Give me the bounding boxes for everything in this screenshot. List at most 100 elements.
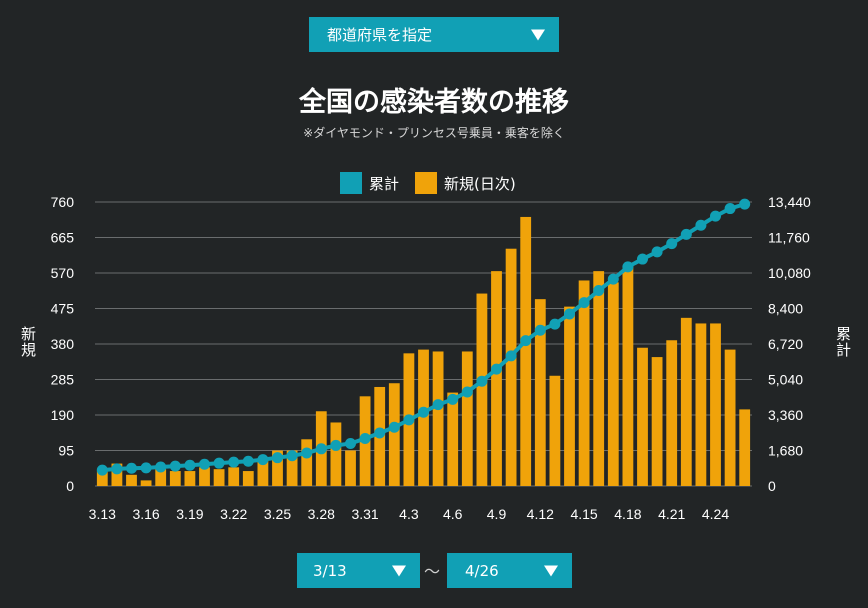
y-tick-left: 570	[51, 265, 75, 281]
daily-bar	[739, 409, 751, 486]
daily-bar	[184, 471, 196, 486]
cumulative-point	[476, 375, 488, 387]
cumulative-point	[330, 439, 342, 451]
cumulative-point	[374, 427, 386, 439]
daily-bar	[155, 469, 167, 486]
y-tick-left: 380	[51, 336, 75, 352]
cumulative-point	[359, 432, 371, 444]
cumulative-point	[315, 443, 327, 455]
y-tick-left: 285	[51, 372, 75, 388]
daily-bar	[461, 351, 473, 486]
y-tick-left: 760	[51, 194, 75, 210]
y-tick-left: 190	[51, 407, 75, 423]
daily-bar	[710, 323, 721, 486]
cumulative-point	[593, 285, 605, 297]
cumulative-point	[622, 261, 634, 273]
cumulative-point	[578, 297, 590, 309]
cumulative-point	[520, 335, 532, 347]
cumulative-point	[739, 198, 751, 210]
daily-bar	[96, 471, 108, 486]
date-from-select[interactable]: 3/13	[297, 553, 420, 588]
y-tick-left: 475	[51, 301, 75, 317]
daily-bar	[140, 480, 152, 486]
daily-bar	[286, 450, 298, 486]
dropdown-arrow-icon	[531, 29, 545, 40]
x-tick-label: 3.16	[132, 506, 159, 522]
cumulative-point	[126, 462, 137, 474]
daily-bar	[228, 467, 240, 486]
cumulative-point	[140, 462, 152, 474]
legend-item-cumulative[interactable]: 累計	[340, 172, 399, 194]
cumulative-point	[418, 406, 429, 418]
daily-bar	[330, 422, 342, 486]
legend-label-daily: 新規(日次)	[444, 174, 516, 193]
legend-swatch-cumulative	[340, 172, 362, 194]
cumulative-point	[695, 219, 707, 231]
cumulative-point	[286, 450, 298, 462]
daily-bar	[637, 347, 648, 486]
legend-item-daily[interactable]: 新規(日次)	[415, 172, 516, 194]
x-tick-label: 4.21	[658, 506, 685, 522]
prefecture-select[interactable]: 都道府県を指定	[309, 17, 559, 52]
x-tick-label: 4.9	[487, 506, 507, 522]
cumulative-point	[651, 246, 663, 258]
x-tick-label: 4.3	[399, 506, 419, 522]
y-tick-right: 0	[768, 478, 776, 494]
y-tick-right: 11,760	[768, 230, 810, 246]
daily-bar	[534, 299, 546, 486]
y-tick-left: 665	[51, 230, 75, 246]
cumulative-point	[169, 460, 181, 472]
daily-bar	[126, 474, 137, 486]
x-tick-label: 3.22	[220, 506, 247, 522]
cumulative-point	[257, 454, 269, 466]
x-tick-label: 4.12	[527, 506, 554, 522]
y-tick-right: 3,360	[768, 407, 803, 423]
cumulative-point	[345, 438, 356, 450]
daily-bar	[564, 306, 575, 486]
x-tick-label: 4.6	[443, 506, 463, 522]
daily-bar	[257, 457, 269, 486]
y-axis-label-left: 新規	[19, 326, 37, 358]
x-tick-label: 3.31	[351, 506, 378, 522]
cumulative-point	[96, 464, 108, 476]
cumulative-point	[155, 461, 167, 473]
x-tick-label: 4.15	[570, 506, 597, 522]
cumulative-point	[403, 414, 415, 426]
cumulative-point	[505, 350, 517, 362]
daily-bar	[447, 392, 459, 486]
daily-bar	[593, 271, 605, 486]
date-to-select[interactable]: 4/26	[447, 553, 572, 588]
cumulative-point	[432, 399, 444, 411]
y-axis-label-right: 累計	[834, 326, 852, 358]
date-from-value: 3/13	[313, 561, 347, 580]
y-tick-left: 0	[66, 478, 74, 494]
date-to-value: 4/26	[465, 561, 499, 580]
daily-bar	[578, 280, 590, 486]
cumulative-point	[184, 459, 196, 471]
cumulative-point	[534, 324, 546, 336]
daily-bar	[607, 282, 619, 486]
cumulative-point	[564, 308, 575, 320]
daily-bar	[491, 271, 502, 486]
x-tick-label: 4.18	[614, 506, 641, 522]
daily-bar	[724, 349, 736, 486]
daily-bar	[666, 340, 678, 486]
dropdown-arrow-icon	[392, 565, 406, 576]
daily-bar	[169, 471, 181, 486]
daily-bar	[622, 265, 634, 486]
cumulative-point	[491, 363, 502, 375]
daily-bar	[242, 471, 254, 486]
chart-title: 全国の感染者数の推移	[299, 87, 569, 118]
y-tick-right: 5,040	[768, 372, 803, 388]
daily-bar	[651, 357, 663, 486]
cumulative-point	[710, 210, 721, 222]
cumulative-point	[461, 386, 473, 398]
daily-bar	[388, 383, 400, 486]
legend-label-cumulative: 累計	[369, 174, 400, 193]
x-tick-label: 3.19	[176, 506, 203, 522]
cumulative-point	[447, 393, 459, 405]
cumulative-point	[242, 455, 254, 467]
cumulative-point	[666, 238, 678, 250]
daily-bar	[272, 450, 283, 486]
